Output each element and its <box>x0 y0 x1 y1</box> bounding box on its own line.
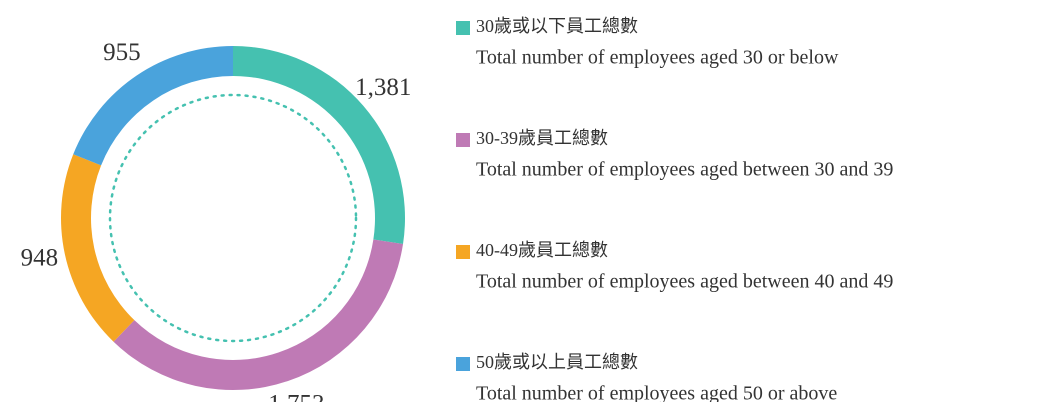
legend-description: Total number of employees aged 30 or bel… <box>476 47 839 69</box>
legend-swatch <box>456 245 470 259</box>
legend-label: 50歲或以上員工總數 <box>476 352 638 372</box>
donut-segment <box>233 46 406 245</box>
donut-segment <box>60 154 135 342</box>
value-label: 1,381 <box>355 74 411 101</box>
legend-swatch <box>456 21 470 35</box>
inner-dotted-circle <box>108 93 358 343</box>
legend-description: Total number of employees aged between 4… <box>476 271 893 293</box>
donut-segment <box>73 46 233 166</box>
donut-segment <box>113 239 404 391</box>
legend-swatch <box>456 133 470 147</box>
legend-description: Total number of employees aged 50 or abo… <box>476 383 837 402</box>
legend-label: 30歲或以下員工總數 <box>476 16 638 36</box>
legend-label: 30-39歲員工總數 <box>476 128 608 148</box>
value-label: 955 <box>103 39 141 66</box>
value-label: 1,753 <box>268 390 324 402</box>
value-label: 948 <box>21 244 59 271</box>
legend-label: 40-49歲員工總數 <box>476 240 608 260</box>
legend-description: Total number of employees aged between 3… <box>476 159 893 181</box>
legend-swatch <box>456 357 470 371</box>
